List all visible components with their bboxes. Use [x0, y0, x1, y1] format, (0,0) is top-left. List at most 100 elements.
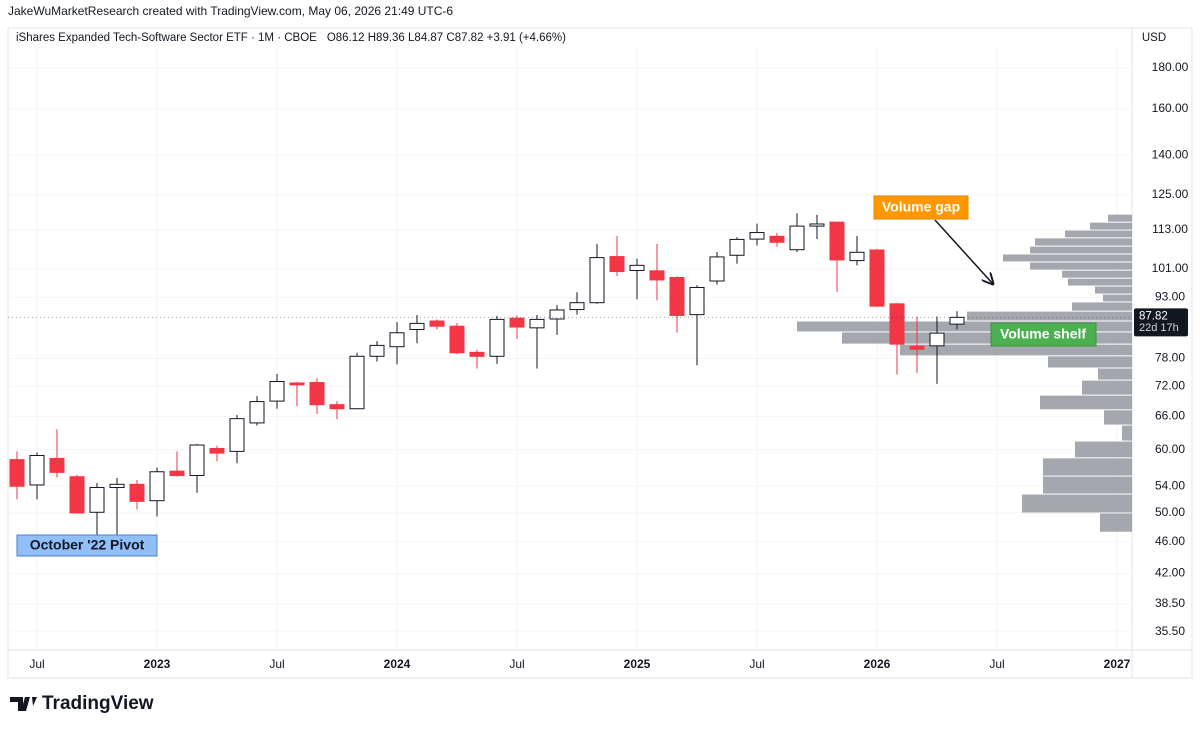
y-tick-label: 50.00 — [1155, 505, 1185, 519]
candle-body — [449, 325, 465, 354]
credit: JakeWuMarketResearch created with Tradin… — [8, 4, 453, 18]
candle-body — [189, 444, 205, 476]
candle-body — [109, 483, 125, 489]
y-tick-label: 125.00 — [1152, 187, 1189, 201]
volume-profile-bar — [1108, 214, 1132, 222]
candle-body — [589, 257, 605, 304]
volume-profile-bar — [1035, 238, 1132, 246]
y-tick-label: 66.00 — [1155, 409, 1185, 423]
candle-body — [949, 316, 965, 325]
candle-body — [149, 471, 165, 502]
candle-body — [709, 256, 725, 282]
x-tick-label: Jul — [749, 657, 764, 671]
candle-body — [749, 232, 765, 240]
y-tick-label: 54.00 — [1155, 478, 1185, 492]
volume-profile-bar — [1030, 262, 1132, 270]
candle-body — [929, 332, 945, 347]
candle-body — [289, 382, 305, 386]
candle-body — [609, 256, 625, 273]
candle-body — [529, 318, 545, 329]
candle-body — [629, 264, 645, 271]
volume-profile-bar — [1048, 356, 1132, 368]
y-tick-label: 38.50 — [1155, 596, 1185, 610]
x-tick-label: 2027 — [1104, 657, 1131, 671]
volume-profile-bar — [1022, 494, 1132, 513]
y-tick-label: 35.50 — [1155, 624, 1185, 638]
y-tick-label: 78.00 — [1155, 351, 1185, 365]
candle-body — [129, 483, 145, 502]
x-tick-label: Jul — [989, 657, 1004, 671]
candle-body — [729, 238, 745, 256]
volume-profile-bar — [900, 344, 1132, 356]
candle-body — [29, 454, 45, 486]
x-tick-label: 2026 — [864, 657, 891, 671]
candle-body — [89, 487, 105, 513]
candle-body — [389, 332, 405, 348]
candle-body — [69, 476, 85, 514]
volume-profile-bar — [1075, 441, 1132, 458]
volume-profile-bar — [1104, 410, 1132, 425]
volume-profile-bar — [1065, 230, 1132, 238]
last-price-box — [1134, 308, 1188, 337]
volume-profile-bar — [1098, 368, 1132, 380]
x-tick-label: 2024 — [384, 657, 411, 671]
volume-profile-bar — [1090, 222, 1132, 230]
annotation-box — [990, 322, 1097, 347]
volume-profile-bar — [1003, 254, 1132, 262]
candle-body — [49, 457, 65, 473]
candle-body — [489, 318, 505, 357]
candle-body — [409, 322, 425, 330]
x-tick-label: 2025 — [624, 657, 651, 671]
candle-body — [569, 302, 585, 311]
candle-body — [369, 344, 385, 357]
last-price-label: 87.82 — [1139, 310, 1168, 322]
volume-profile-bar — [842, 332, 1132, 344]
candle-body — [509, 317, 525, 328]
volume-profile-bar — [1043, 476, 1132, 494]
y-tick-label: 72.00 — [1155, 378, 1185, 392]
annotation-label: Volume shelf — [1000, 326, 1086, 342]
candle-body — [789, 225, 805, 251]
logo-mark — [10, 697, 37, 711]
volume-profile-bar — [1040, 395, 1132, 410]
candle-body — [689, 286, 705, 316]
annotation-arrow — [934, 219, 993, 284]
candle-body — [469, 351, 485, 357]
candle-body — [329, 404, 345, 410]
footer-brand: TradingView — [42, 693, 154, 714]
currency: USD — [1142, 32, 1166, 44]
candle-body — [809, 223, 825, 227]
volume-profile-bar — [1072, 302, 1132, 311]
candle-body — [169, 470, 185, 476]
volume-profile-bar — [1122, 425, 1132, 441]
y-tick-label: 160.00 — [1152, 101, 1189, 115]
x-tick-label: Jul — [29, 657, 44, 671]
candle-body — [649, 270, 665, 281]
candle-body — [209, 447, 225, 454]
volume-profile-bar — [1030, 246, 1132, 254]
volume-profile-bar — [1062, 270, 1132, 278]
annotation-box — [16, 534, 158, 557]
annotation-label: Volume gap — [882, 199, 960, 215]
y-tick-label: 93.00 — [1155, 290, 1185, 304]
annotation-label: October '22 Pivot — [30, 537, 145, 553]
volume-profile-bar — [1068, 278, 1132, 286]
y-tick-label: 46.00 — [1155, 534, 1185, 548]
candle-body — [669, 276, 685, 316]
footer-logo: TradingView — [10, 693, 154, 714]
x-tick-label: 2023 — [144, 657, 171, 671]
candle-body — [229, 418, 245, 452]
candle-body — [349, 355, 365, 410]
ohlc-legend: O86.12 H89.36 L84.87 C87.82 +3.91 (+4.66… — [327, 32, 566, 44]
countdown-label: 22d 17h — [1139, 322, 1179, 334]
candle-body — [309, 381, 325, 406]
candle-body — [549, 309, 565, 320]
y-tick-label: 113.00 — [1152, 222, 1188, 236]
candle-body — [889, 303, 905, 345]
y-tick-label: 180.00 — [1152, 60, 1189, 74]
volume-profile-bar — [1095, 286, 1132, 294]
y-tick-label: 101.00 — [1152, 261, 1189, 275]
volume-profile-bar — [1103, 294, 1132, 302]
